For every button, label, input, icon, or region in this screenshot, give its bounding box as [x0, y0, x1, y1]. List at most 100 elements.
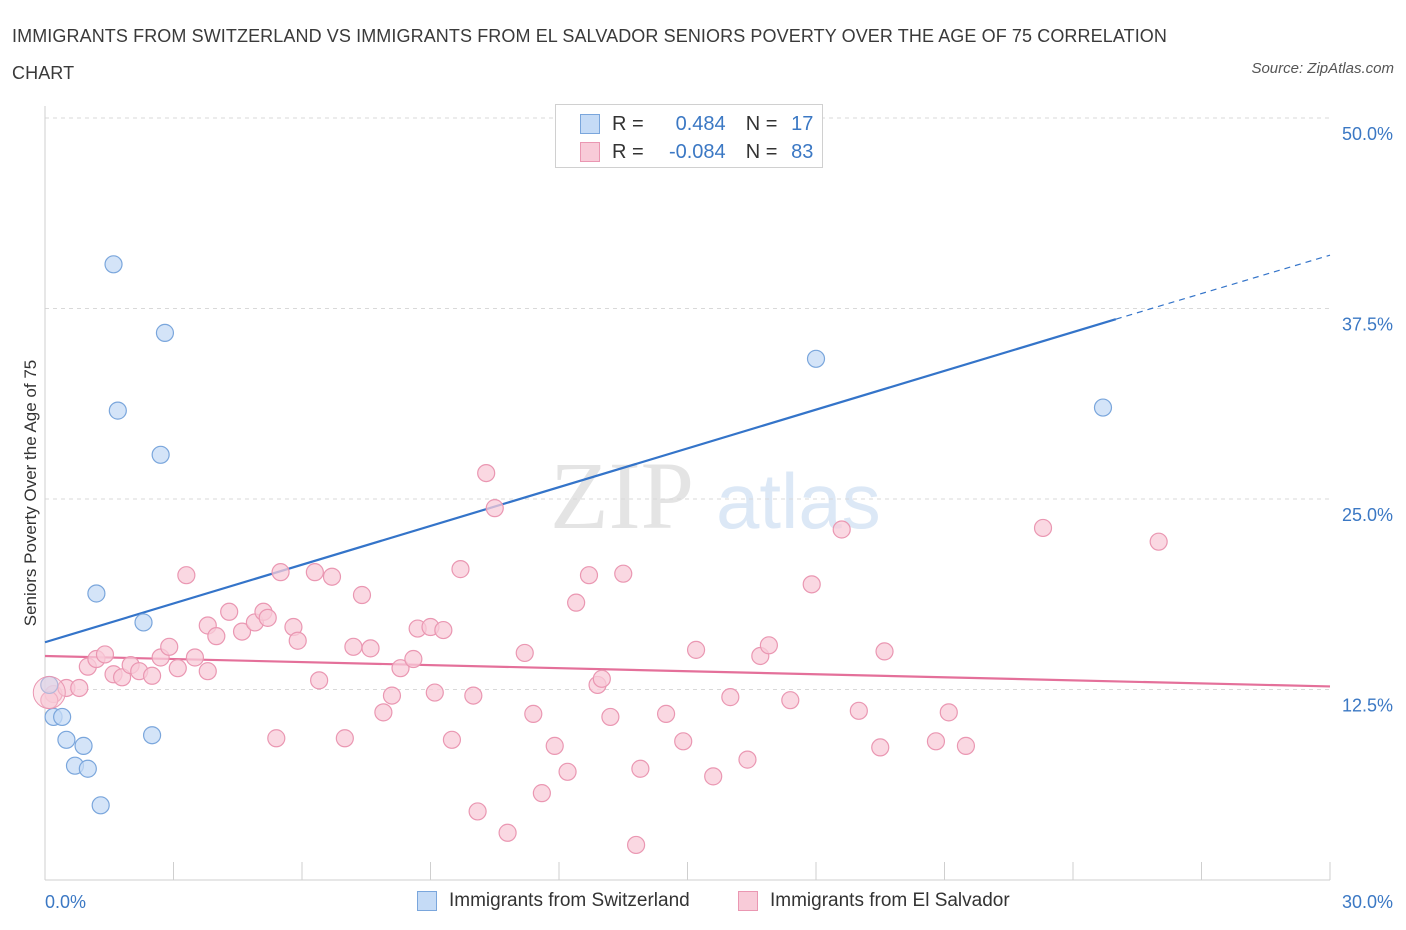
trend-line-el-salvador	[44, 654, 1331, 688]
point-el-salvador	[32, 676, 66, 710]
point-el-salvador	[207, 627, 226, 646]
point-el-salvador	[382, 686, 402, 705]
trend-lines	[44, 254, 1331, 688]
point-el-salvador	[626, 835, 646, 855]
point-el-salvador	[468, 802, 487, 821]
point-el-salvador	[434, 620, 453, 640]
point-el-salvador	[592, 669, 611, 688]
point-el-salvador	[875, 642, 894, 661]
point-el-salvador	[738, 750, 757, 769]
point-switzerland	[142, 726, 162, 745]
gridlines	[45, 117, 1330, 690]
point-el-salvador	[631, 759, 650, 778]
point-el-salvador	[352, 585, 372, 605]
point-el-salvador	[524, 704, 543, 723]
point-el-salvador	[142, 666, 162, 685]
point-el-salvador	[759, 636, 778, 655]
point-el-salvador	[545, 736, 564, 755]
point-switzerland	[91, 796, 110, 815]
trend-line-switzerland-extension	[1115, 254, 1331, 320]
legend-item-el-salvador: Immigrants from El Salvador	[738, 890, 1010, 912]
legend-r-value: -0.084	[668, 140, 726, 163]
point-switzerland	[155, 323, 175, 342]
legend-r-label: R =	[612, 112, 644, 135]
point-el-salvador	[464, 686, 483, 705]
point-el-salvador	[614, 564, 633, 583]
point-el-salvador	[674, 732, 693, 751]
chart-title: IMMIGRANTS FROM SWITZERLAND VS IMMIGRANT…	[12, 26, 1168, 83]
point-el-salvador	[168, 659, 187, 678]
point-switzerland	[806, 349, 826, 368]
y-tick-label: 50.0%	[1342, 124, 1393, 144]
point-el-salvador	[220, 602, 239, 621]
point-el-salvador	[939, 703, 958, 722]
point-el-salvador	[686, 640, 706, 659]
watermark-zip: ZIP	[550, 442, 694, 549]
point-el-salvador	[177, 566, 196, 585]
point-el-salvador	[391, 659, 410, 678]
source-label: Source: ZipAtlas.com	[1251, 60, 1394, 77]
y-tick-label: 37.5%	[1342, 315, 1393, 335]
point-el-salvador	[310, 671, 329, 690]
point-switzerland	[108, 401, 127, 420]
point-el-salvador	[704, 767, 723, 786]
point-el-salvador	[267, 729, 286, 748]
trend-line-switzerland	[44, 318, 1117, 644]
point-el-salvador	[451, 560, 470, 579]
y-axis-label: Seniors Poverty Over the Age of 75	[21, 360, 40, 626]
y-tick-label: 25.0%	[1342, 505, 1393, 525]
point-el-salvador	[601, 707, 620, 727]
point-el-salvador	[515, 643, 534, 663]
point-el-salvador	[832, 520, 851, 539]
axes	[44, 106, 1331, 881]
point-el-salvador	[579, 566, 599, 585]
point-el-salvador	[185, 648, 205, 667]
point-el-salvador	[498, 823, 517, 842]
point-el-salvador	[288, 631, 307, 650]
point-el-salvador	[374, 703, 393, 722]
point-el-salvador	[926, 732, 946, 751]
point-el-salvador	[558, 762, 577, 781]
watermark: ZIP atlas	[550, 442, 881, 549]
point-el-salvador	[567, 593, 586, 612]
x-tick-labels: 0.0% 30.0%	[45, 892, 1393, 912]
point-switzerland	[87, 584, 106, 603]
point-el-salvador	[477, 463, 496, 483]
point-el-salvador	[442, 730, 462, 749]
point-el-salvador	[404, 649, 423, 669]
point-el-salvador	[532, 784, 551, 803]
point-el-salvador	[425, 683, 444, 702]
point-el-salvador	[258, 608, 277, 627]
point-switzerland	[57, 730, 76, 749]
legend-n-label: N =	[745, 112, 778, 135]
point-el-salvador	[344, 637, 363, 656]
legend-n-value: 17	[791, 112, 814, 135]
point-el-salvador	[232, 622, 252, 641]
point-el-salvador	[849, 701, 868, 720]
point-el-salvador	[871, 738, 890, 757]
point-el-salvador	[361, 639, 380, 658]
point-el-salvador	[485, 499, 504, 518]
point-switzerland	[104, 255, 123, 274]
legend-row-el-salvador: R = -0.084 N = 83	[580, 139, 813, 165]
legend-swatch-pink	[738, 891, 758, 911]
point-switzerland	[151, 445, 170, 464]
point-el-salvador	[305, 563, 324, 582]
legend-label-el-salvador: Immigrants from El Salvador	[770, 890, 1010, 911]
point-el-salvador	[322, 567, 342, 586]
legend-row-switzerland: R = 0.484 N = 17	[580, 111, 813, 137]
legend-swatch-pink	[580, 142, 600, 162]
point-el-salvador	[271, 563, 290, 582]
x-tick-label: 30.0%	[1342, 892, 1393, 912]
point-el-salvador	[160, 637, 179, 656]
legend-r-label: R =	[612, 140, 644, 163]
legend-n-value: 83	[791, 140, 814, 163]
point-el-salvador	[1149, 532, 1168, 551]
y-tick-label: 12.5%	[1342, 696, 1393, 716]
point-el-salvador	[956, 736, 976, 755]
watermark-atlas: atlas	[716, 457, 881, 545]
y-tick-labels: 12.5% 25.0% 37.5% 50.0%	[1342, 124, 1393, 716]
legend-item-switzerland: Immigrants from Switzerland	[417, 890, 690, 912]
point-switzerland	[74, 736, 93, 755]
